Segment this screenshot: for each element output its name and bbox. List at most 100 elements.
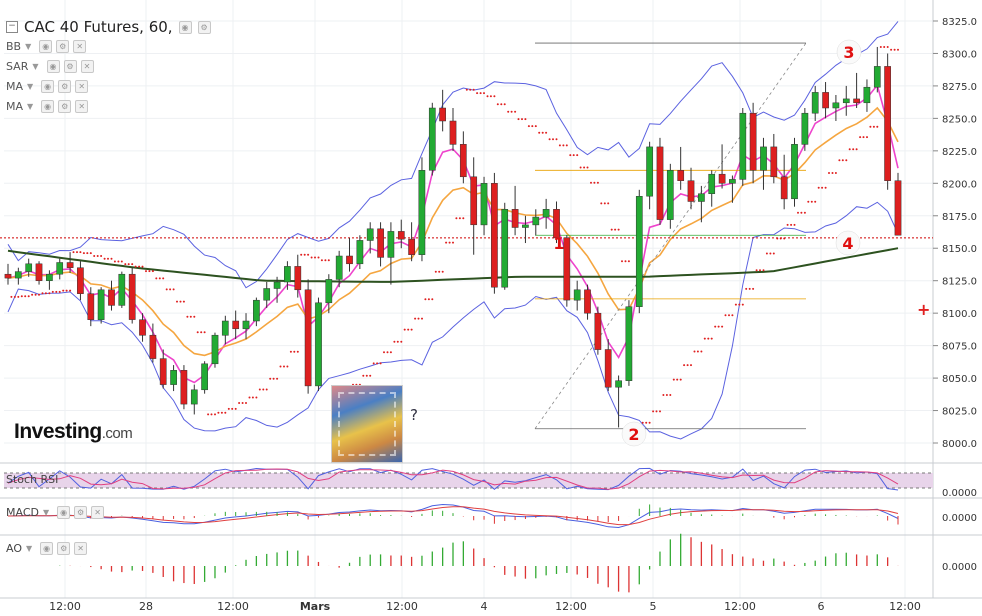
eye-icon[interactable]: ◉ bbox=[41, 79, 55, 93]
sar-dot bbox=[13, 295, 16, 298]
caret-down-icon[interactable]: ▼ bbox=[32, 61, 39, 71]
crosshair-plus-icon[interactable]: + bbox=[917, 300, 931, 319]
sar-dot bbox=[389, 351, 392, 354]
sar-dot bbox=[58, 290, 61, 293]
sar-dot bbox=[607, 202, 610, 205]
candle-body bbox=[180, 370, 188, 405]
caret-down-icon[interactable]: ▼ bbox=[26, 544, 33, 553]
candle-body bbox=[470, 176, 478, 226]
eye-icon[interactable]: ◉ bbox=[178, 20, 192, 34]
gear-icon[interactable]: ⚙ bbox=[74, 506, 88, 519]
sar-dot bbox=[117, 260, 120, 263]
gear-icon[interactable]: ⚙ bbox=[58, 79, 72, 93]
sar-dot bbox=[555, 138, 558, 141]
close-icon[interactable]: ✕ bbox=[73, 39, 87, 53]
indicator-label: MA bbox=[6, 99, 24, 113]
sar-dot bbox=[617, 228, 620, 231]
sar-dot bbox=[838, 159, 841, 162]
candle-body bbox=[335, 255, 343, 280]
candle-body bbox=[139, 319, 146, 336]
sar-dot bbox=[710, 337, 713, 340]
eye-icon[interactable]: ◉ bbox=[41, 99, 55, 113]
sar-dot bbox=[714, 325, 717, 328]
caret-down-icon[interactable]: ▼ bbox=[27, 81, 34, 91]
sar-dot bbox=[145, 270, 147, 273]
sar-dot bbox=[120, 260, 123, 263]
caret-down-icon[interactable]: ▼ bbox=[42, 508, 50, 517]
sar-dot bbox=[20, 295, 23, 298]
sar-dot bbox=[265, 388, 268, 391]
price-tick-label: 8150.0 bbox=[942, 244, 977, 255]
candle-body bbox=[501, 209, 509, 288]
close-icon[interactable]: ✕ bbox=[91, 506, 105, 519]
indicator-row-sar[interactable]: SAR ▼ ◉ ⚙ ✕ bbox=[6, 56, 211, 76]
sar-dot bbox=[210, 413, 213, 416]
bb-lower-line bbox=[7, 201, 899, 440]
sar-dot bbox=[517, 118, 520, 121]
indicator-row-ma[interactable]: MA ▼ ◉ ⚙ ✕ bbox=[6, 96, 211, 116]
caret-down-icon[interactable]: ▼ bbox=[27, 101, 34, 111]
gear-icon[interactable]: ⚙ bbox=[197, 20, 211, 34]
macd-pane: 0.0000 bbox=[7, 503, 977, 529]
sar-dot bbox=[562, 144, 565, 147]
gear-icon[interactable]: ⚙ bbox=[57, 542, 71, 555]
time-tick-label: 4 bbox=[481, 600, 488, 613]
price-tick-label: 8125.0 bbox=[942, 277, 977, 288]
gear-icon[interactable]: ⚙ bbox=[63, 59, 77, 73]
help-icon[interactable]: ? bbox=[410, 406, 418, 424]
close-icon[interactable]: ✕ bbox=[80, 59, 94, 73]
stoch-rsi-label[interactable]: Stoch RSI bbox=[6, 473, 58, 486]
collapse-icon[interactable]: − bbox=[6, 21, 18, 33]
sar-dot bbox=[493, 95, 496, 98]
sar-dot bbox=[296, 350, 299, 353]
gear-icon[interactable]: ⚙ bbox=[58, 99, 72, 113]
eye-icon[interactable]: ◉ bbox=[39, 39, 53, 53]
brand-name: Investing bbox=[14, 420, 102, 443]
caret-down-icon[interactable]: ▼ bbox=[25, 41, 32, 51]
parabolic-sar bbox=[10, 46, 899, 429]
candle-body bbox=[56, 262, 64, 275]
candle-body bbox=[615, 380, 622, 388]
candle-body bbox=[242, 320, 250, 330]
candle-body bbox=[563, 237, 571, 301]
sar-dot bbox=[772, 252, 775, 255]
sar-dot bbox=[659, 410, 661, 413]
stoch-k-line bbox=[7, 467, 899, 491]
sar-dot bbox=[89, 252, 92, 255]
macd-label[interactable]: MACD ▼ ◉ ⚙ ✕ bbox=[6, 506, 105, 519]
candle-body bbox=[873, 66, 881, 88]
close-icon[interactable]: ✕ bbox=[75, 99, 89, 113]
sar-dot bbox=[483, 92, 485, 95]
candle-body bbox=[46, 273, 53, 281]
sar-dot bbox=[407, 328, 410, 331]
candle-body bbox=[221, 320, 229, 336]
sar-dot bbox=[496, 103, 499, 106]
ma-slow-line bbox=[7, 247, 899, 283]
sar-dot bbox=[665, 394, 668, 396]
sar-dot bbox=[586, 166, 589, 169]
close-icon[interactable]: ✕ bbox=[75, 79, 89, 93]
candle-body bbox=[263, 288, 271, 301]
indicator-row-bb[interactable]: BB ▼ ◉ ⚙ ✕ bbox=[6, 36, 211, 56]
close-icon[interactable]: ✕ bbox=[74, 542, 88, 555]
sar-dot bbox=[759, 269, 761, 272]
sar-dot bbox=[286, 365, 289, 368]
sar-dot bbox=[679, 378, 682, 381]
eye-icon[interactable]: ◉ bbox=[46, 59, 60, 73]
sar-dot bbox=[162, 277, 165, 280]
sar-dot bbox=[797, 211, 799, 214]
sar-dot bbox=[207, 413, 210, 416]
gear-icon[interactable]: ⚙ bbox=[56, 39, 70, 53]
thumbnail-image[interactable] bbox=[331, 385, 403, 463]
sar-dot bbox=[38, 293, 40, 296]
ao-label[interactable]: AO ▼ ◉ ⚙ ✕ bbox=[6, 542, 88, 555]
sar-dot bbox=[303, 253, 306, 256]
candle-body bbox=[387, 231, 395, 258]
eye-icon[interactable]: ◉ bbox=[40, 542, 54, 555]
eye-icon[interactable]: ◉ bbox=[57, 506, 71, 519]
bollinger-bands bbox=[7, 21, 899, 440]
sar-dot bbox=[486, 95, 489, 98]
indicator-row-ma[interactable]: MA ▼ ◉ ⚙ ✕ bbox=[6, 76, 211, 96]
candle-body bbox=[863, 86, 871, 104]
